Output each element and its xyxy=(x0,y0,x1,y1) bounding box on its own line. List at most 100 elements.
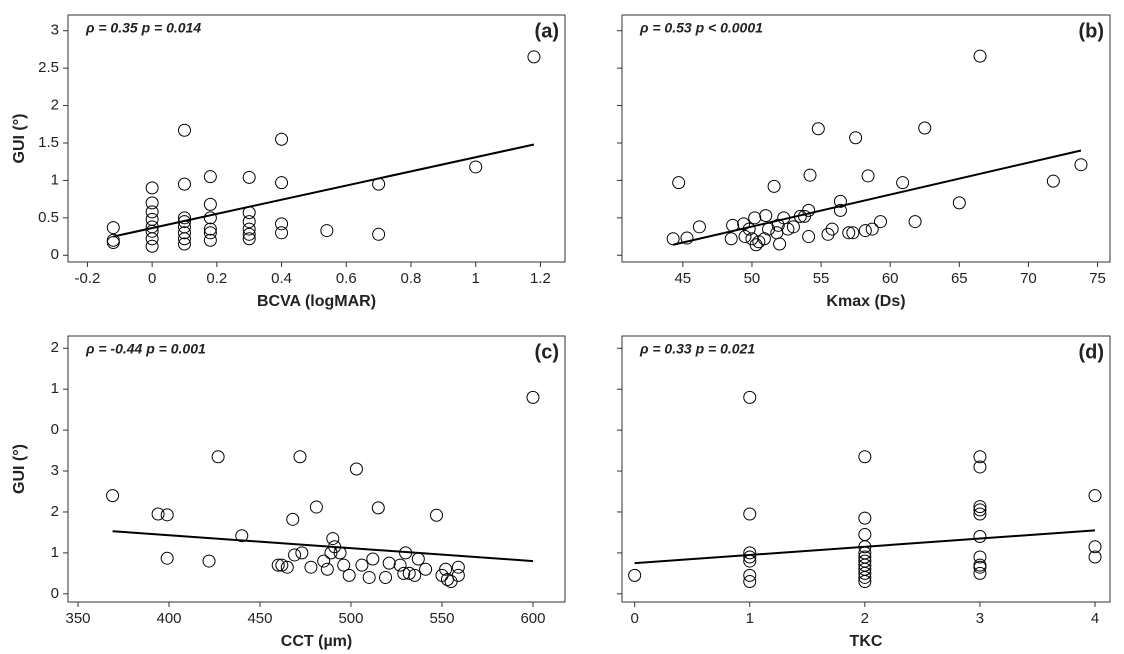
panel-label: (d) xyxy=(1078,341,1104,363)
x-axis-label: CCT (µm) xyxy=(281,633,352,650)
point xyxy=(469,160,483,174)
y-tick-label: 2 xyxy=(51,97,59,114)
x-tick-label: 55 xyxy=(813,270,830,287)
y-tick-label: 0.5 xyxy=(38,209,59,226)
point xyxy=(861,169,875,183)
point xyxy=(160,508,174,522)
point xyxy=(1074,158,1088,172)
x-tick-label: 550 xyxy=(429,610,454,627)
point xyxy=(451,560,465,574)
point xyxy=(858,566,872,580)
point xyxy=(106,221,120,235)
plot-frame xyxy=(621,335,1111,603)
point xyxy=(973,460,987,474)
point xyxy=(145,181,159,195)
plot-frame xyxy=(67,335,566,603)
point xyxy=(242,232,256,246)
point xyxy=(896,176,910,190)
point xyxy=(202,554,216,568)
point xyxy=(444,575,458,589)
point xyxy=(203,197,217,211)
point xyxy=(430,508,444,522)
point xyxy=(235,529,249,543)
point xyxy=(858,224,872,238)
point xyxy=(342,568,356,582)
point xyxy=(203,222,217,236)
point xyxy=(672,176,686,190)
point xyxy=(203,211,217,225)
point xyxy=(527,50,541,64)
y-tick-label: 3 xyxy=(51,462,59,479)
point xyxy=(203,233,217,247)
point xyxy=(680,231,694,245)
point xyxy=(372,227,386,241)
point xyxy=(145,239,159,253)
y-tick-label: 1 xyxy=(51,544,59,561)
point xyxy=(349,462,363,476)
point xyxy=(786,220,800,234)
annotation: ρ = -0.44 p = 0.001 xyxy=(85,341,206,357)
point xyxy=(973,49,987,63)
x-tick-label: 60 xyxy=(882,270,899,287)
point xyxy=(379,570,393,584)
point xyxy=(362,570,376,584)
point xyxy=(858,527,872,541)
y-tick-label: 2 xyxy=(51,503,59,520)
x-tick-label: 0.8 xyxy=(401,270,422,287)
plot-frame xyxy=(621,14,1111,263)
point xyxy=(842,226,856,240)
point xyxy=(743,546,757,560)
point xyxy=(288,548,302,562)
panel-label: (a) xyxy=(535,20,559,42)
point xyxy=(748,211,762,225)
point xyxy=(402,566,416,580)
point xyxy=(242,170,256,184)
point xyxy=(439,562,453,576)
x-tick-label: 0.2 xyxy=(206,270,227,287)
point xyxy=(304,560,318,574)
point xyxy=(320,562,334,576)
point xyxy=(858,575,872,589)
point xyxy=(145,232,159,246)
point xyxy=(326,532,340,546)
x-tick-label: 70 xyxy=(1020,270,1037,287)
point xyxy=(211,450,225,464)
point xyxy=(451,568,465,582)
point xyxy=(802,203,816,217)
point xyxy=(145,196,159,210)
x-tick-label: 500 xyxy=(338,610,363,627)
point xyxy=(858,450,872,464)
x-tick-label: 600 xyxy=(520,610,545,627)
panel-label: (b) xyxy=(1078,20,1104,42)
point xyxy=(743,507,757,521)
point xyxy=(781,222,795,236)
point xyxy=(811,122,825,136)
y-axis-label: GUI (°) xyxy=(11,114,28,164)
x-tick-label: 0 xyxy=(630,610,638,627)
point xyxy=(286,512,300,526)
point xyxy=(366,552,380,566)
point xyxy=(177,232,191,246)
x-tick-label: 1.2 xyxy=(530,270,551,287)
y-tick-label: 0 xyxy=(51,585,59,602)
y-tick-label: 0 xyxy=(51,246,59,263)
y-tick-label: 2 xyxy=(51,339,59,356)
point xyxy=(145,212,159,226)
point xyxy=(177,226,191,240)
point xyxy=(242,222,256,236)
point xyxy=(177,177,191,191)
point xyxy=(874,215,888,229)
point xyxy=(382,556,396,570)
point xyxy=(1088,550,1102,564)
point xyxy=(833,203,847,217)
point xyxy=(973,566,987,580)
point xyxy=(821,227,835,241)
point xyxy=(275,558,289,572)
x-tick-label: 75 xyxy=(1089,270,1106,287)
point xyxy=(973,500,987,514)
y-axis-label: GUI (°) xyxy=(11,444,28,494)
y-tick-label: 0 xyxy=(51,421,59,438)
y-tick-label: 1 xyxy=(51,171,59,188)
x-axis-label: Kmax (Ds) xyxy=(826,293,905,310)
x-tick-label: 0.4 xyxy=(271,270,292,287)
